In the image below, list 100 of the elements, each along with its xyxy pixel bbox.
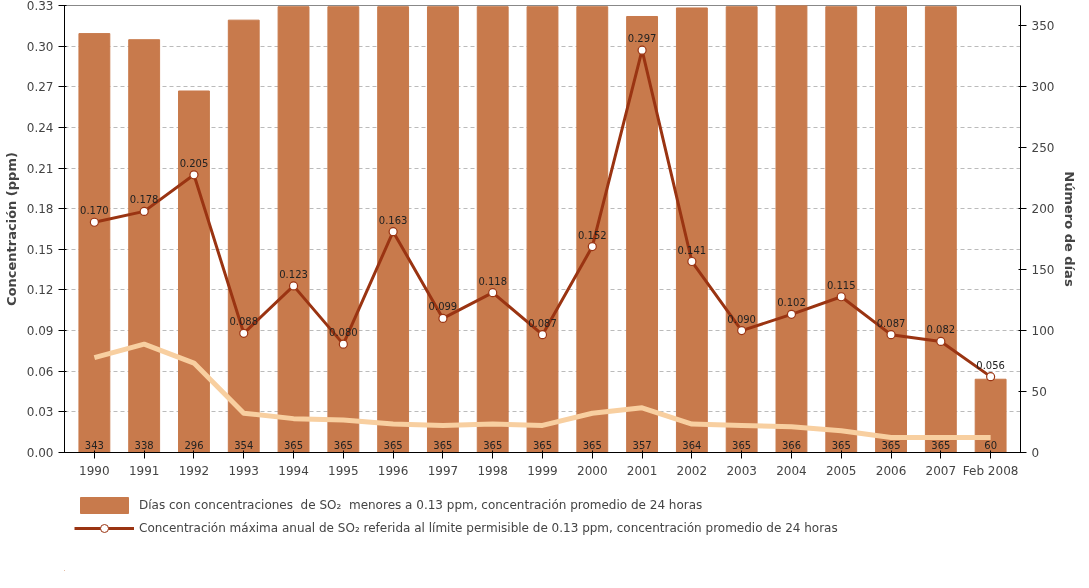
x-tick-label: 1992 [178,463,210,478]
x-tick-label: 2002 [676,463,708,478]
data-label: 0.123 [279,268,308,280]
data-label: 365 [433,439,453,451]
point [537,330,548,340]
point [587,242,597,252]
point [338,339,348,349]
x-tick-label: 2004 [776,463,807,478]
data-label: 0.080 [329,327,358,339]
data-label: 0.082 [926,324,956,336]
point [239,328,249,338]
bar [377,6,410,453]
data-label: 365 [831,439,851,451]
y-tick-label: 0.12 [26,283,54,298]
data-label: 365 [732,439,752,451]
bar [227,19,260,453]
bar [675,7,708,453]
point [986,372,996,382]
data-label: 0.205 [179,157,209,169]
point [388,227,398,237]
data-label: 365 [383,439,403,451]
data-label: 0.170 [80,205,109,217]
legend-label: Concentración máxima anual de SO₂ referida al límite permisible de 0.13 ppm, concentración promedio de 24 horas [139,521,838,535]
bar [725,6,758,453]
bar [128,39,161,453]
y-tick-label: 0.30 [26,39,54,54]
bar [626,15,659,453]
y-tick-label: 0.21 [26,161,54,176]
y2-tick-label: 0 [1031,446,1040,460]
x-tick-label: 2007 [925,463,957,478]
y-tick-label: 0.15 [26,242,54,257]
x-tick-label: 1993 [228,463,260,478]
x-tick-label: 1999 [527,463,558,478]
y2-tick-label: 350 [1031,18,1055,33]
x-tick-label: 1994 [278,463,309,478]
data-label: 0.090 [727,313,756,325]
x-tick-label: Feb 2008 [962,463,1019,478]
point [786,309,797,319]
data-label: 365 [483,439,503,451]
data-label: 0.152 [577,229,607,241]
data-label: 364 [682,439,702,451]
point [687,256,697,267]
legend-label: Días con concentraciones de SO₂ menores a 0.13 ppm, concentración promedio de 24 horas [139,498,703,512]
y-tick-label: 0.00 [26,446,54,460]
y-tick-label: 0.24 [26,120,54,135]
point [836,292,846,302]
bar [426,6,459,453]
data-label: 0.163 [378,214,408,226]
x-tick-label: 1997 [427,463,459,478]
data-label: 365 [931,439,951,451]
x-tick-label: 2001 [626,463,658,478]
data-label: 365 [284,439,304,451]
data-label: 338 [134,439,154,451]
data-label: 0.115 [826,279,856,291]
bar [825,6,858,453]
data-label: 366 [781,439,802,451]
data-label: 0.087 [876,317,906,329]
bar [526,6,559,453]
x-tick-label: 1998 [477,463,508,478]
y2-tick-label: 100 [1031,323,1055,338]
point [139,206,149,216]
data-label: 0.297 [627,33,657,45]
point [886,330,896,340]
data-label: 0.141 [677,244,707,256]
x-tick-label: 2006 [875,463,907,478]
y-tick-label: 0.18 [26,202,54,217]
x-tick-label: 1996 [377,463,409,478]
data-label: 365 [333,439,353,451]
x-tick-label: 2000 [577,463,608,478]
point [89,217,99,227]
point [288,281,299,291]
data-label: 365 [582,439,602,451]
data-label: 296 [184,439,204,451]
data-label: 343 [84,439,104,451]
bar [576,6,609,453]
data-label: 60 [984,439,997,451]
point [737,326,747,336]
x-tick-label: 2005 [825,463,857,478]
y2-tick-label: 250 [1031,140,1055,155]
point [637,45,647,55]
bar [924,6,957,453]
y-tick-label: 0.03 [26,405,54,420]
x-tick-label: 1990 [79,463,110,478]
y-axis-title: Concentración (ppm) [3,152,19,306]
x-tick-label: 1995 [328,463,359,478]
bar [78,33,111,453]
x-tick-label: 2003 [726,463,757,478]
data-label: 0.118 [478,275,508,287]
y-tick-label: 0.09 [26,324,54,339]
y2-tick-label: 200 [1031,201,1055,216]
bar [875,6,907,453]
bar [178,90,210,453]
data-label: 357 [632,439,652,451]
bar [476,6,509,453]
data-label: 0.099 [428,301,458,313]
x-tick-label: 1991 [128,463,160,478]
point [438,313,448,323]
data-label: 0.087 [528,317,557,329]
point [936,336,946,347]
data-label: 0.102 [777,297,806,309]
